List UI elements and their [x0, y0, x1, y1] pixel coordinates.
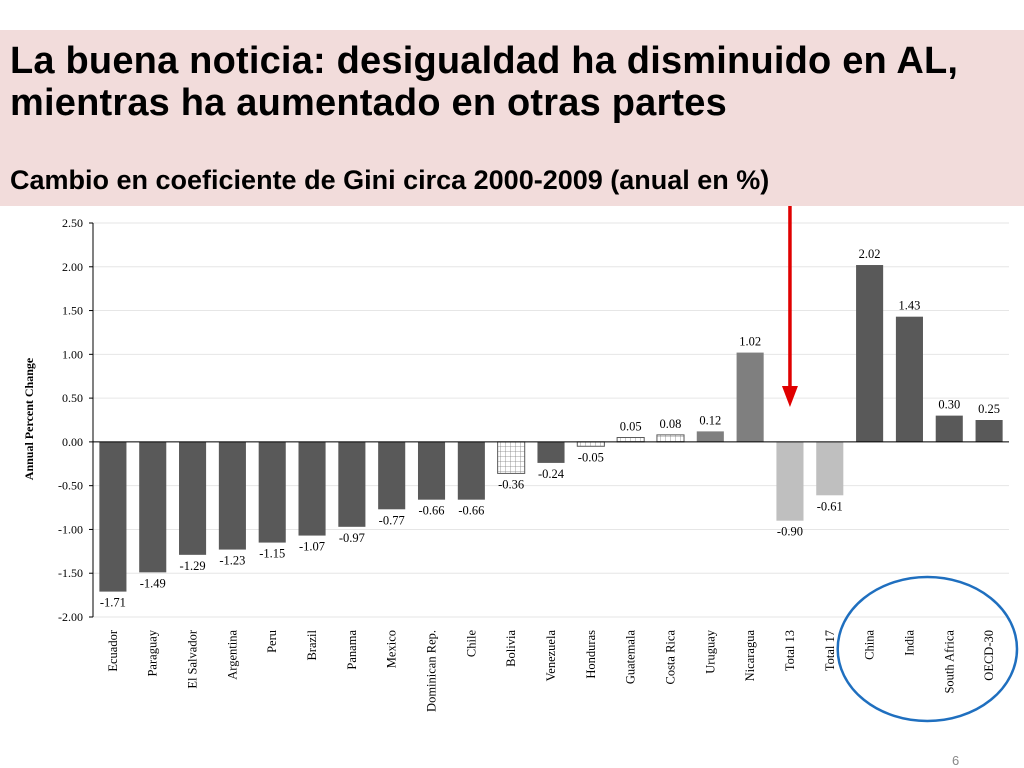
category-label: El Salvador	[186, 629, 200, 689]
category-label: Panama	[345, 630, 359, 670]
category-label: Argentina	[225, 630, 239, 680]
y-tick-label: 1.00	[62, 347, 83, 361]
category-label: China	[863, 630, 877, 660]
y-tick-label: -1.50	[58, 566, 83, 580]
category-label: Costa Rica	[663, 630, 677, 685]
category-label: Uruguay	[703, 629, 717, 673]
bar-brazil	[298, 441, 326, 536]
data-label: -1.23	[219, 554, 245, 568]
category-label: Ecuador	[106, 629, 120, 671]
bars	[99, 265, 1003, 592]
data-label: -0.36	[498, 477, 524, 491]
data-label: -0.66	[418, 504, 444, 518]
bar-honduras	[576, 441, 605, 447]
data-label: -0.77	[379, 513, 405, 527]
data-label: 1.02	[739, 335, 761, 349]
blue-circle-highlight	[836, 575, 1019, 723]
data-label: 1.43	[898, 299, 920, 313]
bar-peru	[258, 441, 286, 543]
data-label: 0.05	[620, 420, 642, 434]
category-label: Nicaragua	[743, 630, 757, 682]
category-label: Brazil	[305, 629, 319, 660]
data-label: 2.02	[859, 247, 881, 261]
category-label: Chile	[464, 630, 478, 658]
annotations	[781, 206, 1019, 723]
axes	[89, 222, 1009, 618]
category-label: Honduras	[584, 630, 598, 679]
bar-mexico	[378, 441, 406, 510]
category-label: India	[902, 630, 916, 656]
data-label: -0.66	[458, 504, 484, 518]
data-label: -1.49	[140, 576, 166, 590]
category-label: Total 13	[783, 630, 797, 671]
y-tick-label: 1.50	[62, 304, 83, 318]
y-tick-label: -1.00	[58, 522, 83, 536]
y-axis-title: Annual Percent Change	[22, 357, 36, 480]
red-arrow-head	[781, 386, 798, 407]
data-label: -1.29	[180, 559, 206, 573]
data-label: 0.25	[978, 402, 1000, 416]
y-tick-label: -0.50	[58, 479, 83, 493]
category-label: OECD-30	[982, 630, 996, 681]
data-label: -0.24	[538, 467, 565, 481]
data-label: -0.90	[777, 525, 803, 539]
title-background	[0, 30, 1024, 206]
bar-china	[856, 265, 884, 442]
data-label: -1.07	[299, 540, 325, 554]
bar-oecd-30	[975, 420, 1003, 442]
bar-paraguay	[139, 441, 167, 573]
slide-title: La buena noticia: desigualdad ha disminu…	[10, 40, 959, 124]
data-label: 0.30	[938, 398, 960, 412]
bar-panama	[338, 441, 366, 527]
y-tick-label: 2.00	[62, 260, 83, 274]
bar-total-17	[816, 441, 844, 496]
data-label: -0.61	[817, 499, 843, 513]
data-label: -1.71	[100, 596, 126, 610]
bar-dominican-rep-	[417, 441, 446, 500]
bar-costa-rica	[656, 434, 685, 443]
slide-number: 6	[952, 753, 960, 768]
category-label: Venezuela	[544, 630, 558, 682]
bar-argentina	[218, 441, 246, 550]
bar-venezuela	[537, 441, 565, 463]
bar-bolivia	[497, 441, 526, 474]
y-tick-label: -2.00	[58, 610, 83, 624]
data-label: -0.97	[339, 531, 365, 545]
category-label: Paraguay	[146, 629, 160, 676]
data-label: 0.12	[699, 413, 721, 427]
category-label: Peru	[265, 629, 279, 653]
gini-change-bar-chart: 2.50 2.00 1.50 1.00 0.50 0.00 -0.50 -1.00 -1.50 -…	[22, 206, 1019, 723]
y-tick-label: 0.50	[62, 391, 83, 405]
bar-ecuador	[99, 441, 127, 592]
category-label: Dominican Rep.	[425, 630, 439, 712]
category-label: Guatemala	[624, 630, 638, 685]
category-label: Mexico	[385, 630, 399, 668]
bar-chile	[457, 441, 485, 500]
bar-south-africa	[935, 415, 963, 442]
bar-nicaragua	[736, 352, 764, 442]
labels: 2.50 2.00 1.50 1.00 0.50 0.00 -0.50 -1.00 -1.50 -…	[58, 216, 1000, 712]
data-label: -0.05	[578, 450, 604, 464]
slide-subtitle: Cambio en coeficiente de Gini circa 2000…	[10, 165, 770, 195]
category-label: Total 17	[823, 630, 837, 671]
category-label: Bolivia	[504, 630, 518, 667]
category-label: South Africa	[942, 630, 956, 694]
bar-guatemala	[616, 437, 645, 443]
bar-total-13	[776, 441, 804, 521]
data-label: -1.15	[259, 547, 285, 561]
y-tick-label: 0.00	[62, 435, 83, 449]
bar-india	[895, 316, 923, 442]
bar-uruguay	[696, 431, 724, 442]
y-tick-label: 2.50	[62, 216, 83, 230]
data-label: 0.08	[660, 417, 682, 431]
bar-el-salvador	[179, 441, 207, 555]
